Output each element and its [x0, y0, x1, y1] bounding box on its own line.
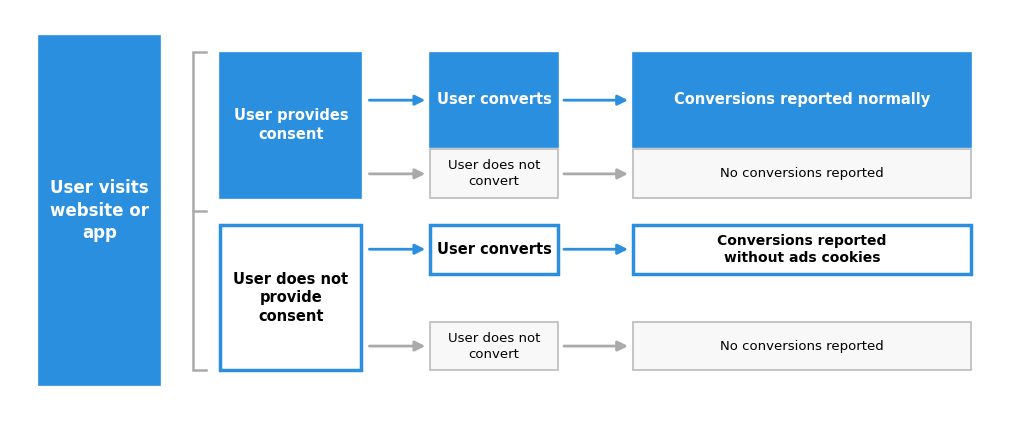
Text: User converts: User converts	[436, 242, 552, 257]
FancyBboxPatch shape	[633, 322, 971, 370]
FancyBboxPatch shape	[430, 225, 558, 274]
Text: Conversions reported
without ads cookies: Conversions reported without ads cookies	[717, 234, 887, 265]
Text: User converts: User converts	[436, 93, 552, 107]
FancyBboxPatch shape	[39, 36, 160, 385]
Text: No conversions reported: No conversions reported	[720, 167, 884, 180]
FancyBboxPatch shape	[220, 53, 361, 198]
Text: User does not
convert: User does not convert	[447, 159, 541, 188]
FancyBboxPatch shape	[430, 53, 558, 147]
Text: Conversions reported normally: Conversions reported normally	[674, 93, 930, 107]
Text: User visits
website or
app: User visits website or app	[50, 179, 148, 242]
Text: User provides
consent: User provides consent	[233, 109, 348, 142]
FancyBboxPatch shape	[633, 149, 971, 198]
FancyBboxPatch shape	[633, 225, 971, 274]
FancyBboxPatch shape	[220, 225, 361, 370]
Text: User does not
provide
consent: User does not provide consent	[233, 272, 348, 324]
FancyBboxPatch shape	[430, 322, 558, 370]
Text: User does not
convert: User does not convert	[447, 332, 541, 361]
FancyBboxPatch shape	[430, 149, 558, 198]
Text: No conversions reported: No conversions reported	[720, 340, 884, 353]
FancyBboxPatch shape	[633, 53, 971, 147]
